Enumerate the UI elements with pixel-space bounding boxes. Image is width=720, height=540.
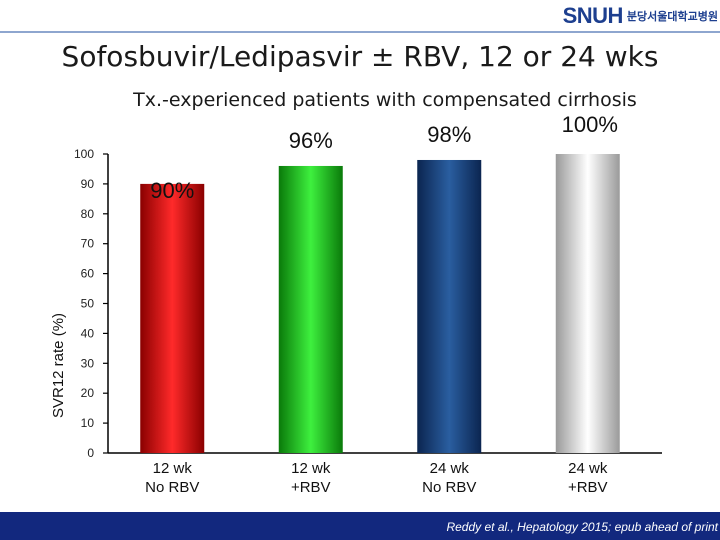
bar-3 — [417, 159, 482, 454]
x-category-label: 24 wk — [568, 460, 608, 477]
x-category-label: No RBV — [422, 479, 476, 496]
hospital-logo: SNUH 분당서울대학교병원 — [562, 3, 718, 28]
chart-subtitle: Tx.-experienced patients with compensate… — [133, 89, 637, 111]
y-tick-label: 0 — [87, 446, 94, 460]
bar-2 — [278, 165, 343, 453]
bar-1 — [140, 183, 205, 453]
bar-value-label: 90% — [150, 178, 194, 203]
footer-bar: Reddy et al., Hepatology 2015; epub ahea… — [0, 512, 720, 540]
y-tick-label: 80 — [81, 207, 95, 221]
y-tick-label: 90 — [81, 177, 95, 191]
y-tick-label: 50 — [81, 297, 95, 311]
x-category-label: +RBV — [291, 479, 331, 496]
y-tick-label: 20 — [81, 386, 95, 400]
x-category-label: 12 wk — [153, 460, 193, 477]
y-tick-label: 60 — [81, 267, 95, 281]
header-rule — [0, 31, 720, 33]
bar-value-label: 96% — [289, 128, 333, 153]
bar-value-label: 98% — [427, 122, 471, 147]
bar-4 — [555, 154, 620, 453]
slide-title: Sofosbuvir/Ledipasvir ± RBV, 12 or 24 wk… — [61, 40, 659, 73]
x-category-label: No RBV — [145, 479, 199, 496]
y-tick-label: 30 — [81, 356, 95, 370]
y-axis-label: SVR12 rate (%) — [50, 313, 67, 418]
x-category-label: 24 wk — [430, 460, 470, 477]
citation: Reddy et al., Hepatology 2015; epub ahea… — [446, 520, 718, 534]
x-category-label: +RBV — [568, 479, 608, 496]
bar-value-label: 100% — [562, 112, 618, 137]
logo-text: SNUH — [562, 3, 624, 28]
y-tick-label: 100 — [74, 147, 94, 161]
y-tick-label: 70 — [81, 237, 95, 251]
y-tick-label: 10 — [81, 416, 95, 430]
x-category-label: 12 wk — [291, 460, 331, 477]
logo-subtext: 분당서울대학교병원 — [626, 10, 718, 23]
y-tick-label: 40 — [81, 326, 95, 340]
